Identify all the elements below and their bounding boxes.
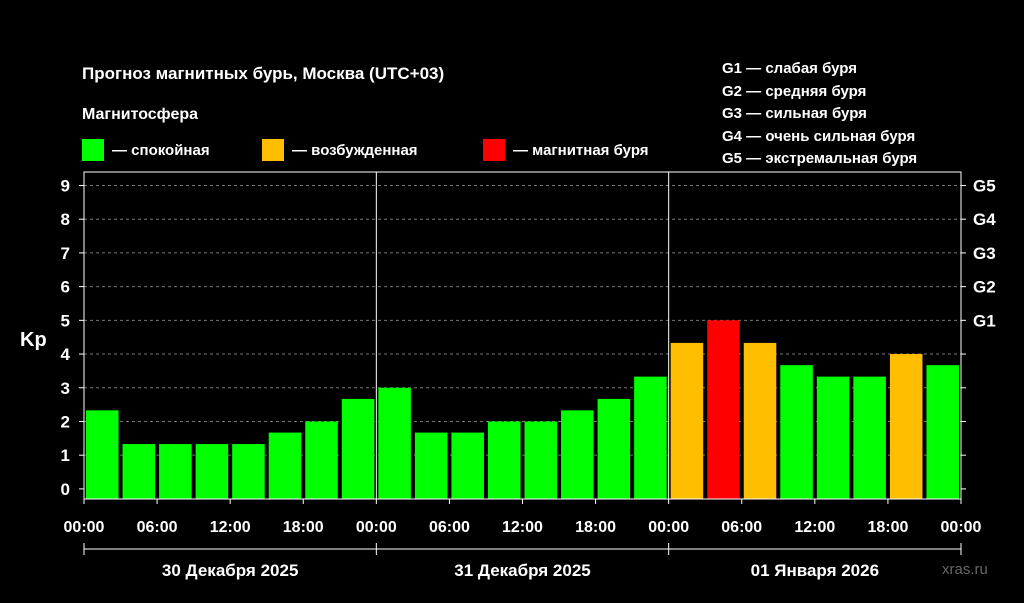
y-tick-label: 7 — [61, 244, 70, 263]
kp-bar — [926, 365, 959, 499]
g-scale-label: G2 — [973, 278, 996, 297]
legend-item-calm: — спокойная — [82, 139, 210, 161]
y-tick-label: 9 — [61, 176, 70, 195]
kp-bar — [122, 444, 156, 499]
kp-bar — [341, 398, 375, 499]
chart-title: Прогноз магнитных бурь, Москва (UTC+03) — [82, 64, 445, 83]
x-tick-label: 00:00 — [941, 519, 982, 536]
chart-subtitle: Магнитосфера — [82, 106, 199, 123]
x-tick-label: 06:00 — [721, 519, 762, 536]
kp-bar — [268, 432, 302, 499]
g-legend-g3: G3 — сильная буря — [722, 105, 867, 122]
legend-swatch-calm — [82, 139, 104, 161]
x-tick-label: 18:00 — [283, 519, 324, 536]
day-label: 01 Января 2026 — [751, 561, 879, 580]
g-scale-label: G5 — [973, 176, 996, 195]
watermark: xras.ru — [942, 561, 988, 578]
x-tick-label: 18:00 — [575, 519, 616, 536]
kp-bar — [524, 421, 558, 499]
y-axis-label: Kp — [20, 329, 47, 351]
g-legend-g5: G5 — экстремальная буря — [722, 150, 918, 167]
legend-label-excited: — возбужденная — [292, 141, 418, 159]
kp-bar — [159, 444, 192, 499]
legend-swatch-excited — [262, 139, 284, 161]
x-tick-label: 12:00 — [794, 519, 835, 536]
kp-bar — [597, 398, 631, 499]
y-tick-label: 2 — [61, 412, 70, 431]
g-legend-g2: G2 — средняя буря — [722, 82, 867, 100]
kp-bar — [743, 342, 777, 499]
kp-bar — [305, 421, 338, 499]
x-tick-label: 00:00 — [648, 519, 689, 536]
y-tick-label: 3 — [61, 379, 70, 398]
kp-bar — [780, 365, 813, 499]
g-legend-g1: G1 — слабая буря — [722, 60, 858, 77]
legend-item-excited: — возбужденная — [262, 139, 418, 161]
kp-bar — [889, 354, 923, 499]
kp-bar — [232, 444, 265, 499]
legend-label-calm: — спокойная — [112, 141, 210, 159]
g-scale-label: G3 — [973, 244, 996, 263]
x-tick-label: 12:00 — [210, 519, 251, 536]
y-tick-label: 5 — [61, 311, 70, 330]
day-label: 31 Декабря 2025 — [454, 561, 591, 580]
x-tick-label: 06:00 — [137, 519, 178, 536]
y-tick-label: 6 — [61, 278, 70, 297]
g-scale-label: G4 — [973, 210, 996, 229]
x-tick-label: 00:00 — [64, 519, 105, 536]
g-scale-label: G1 — [973, 311, 996, 330]
x-tick-label: 18:00 — [867, 519, 908, 536]
legend-swatch-storm — [483, 139, 505, 161]
x-tick-label: 12:00 — [502, 519, 543, 536]
kp-bar — [561, 410, 594, 499]
kp-bar — [451, 432, 484, 499]
kp-bar — [487, 421, 521, 499]
g-scale-legend: G1 — слабая буря G2 — средняя буря G3 — … — [722, 58, 917, 171]
kp-bar — [378, 387, 411, 499]
legend-label-storm: — магнитная буря — [513, 141, 649, 159]
day-label: 30 Декабря 2025 — [162, 561, 299, 580]
g-legend-g4: G4 — очень сильная буря — [722, 127, 916, 145]
kp-bar — [414, 432, 448, 499]
y-tick-label: 8 — [61, 210, 70, 229]
y-tick-label: 0 — [61, 480, 70, 499]
kp-bar — [86, 410, 119, 499]
kp-bar — [707, 320, 740, 499]
x-tick-label: 06:00 — [429, 519, 470, 536]
x-tick-label: 00:00 — [356, 519, 397, 536]
y-tick-label: 4 — [61, 345, 71, 364]
kp-bar — [816, 376, 850, 499]
kp-bar — [670, 342, 704, 499]
legend-item-storm: — магнитная буря — [483, 139, 649, 161]
kp-bar — [634, 376, 667, 499]
kp-bar — [853, 376, 886, 499]
y-tick-label: 1 — [61, 446, 70, 465]
kp-bar — [195, 444, 229, 499]
